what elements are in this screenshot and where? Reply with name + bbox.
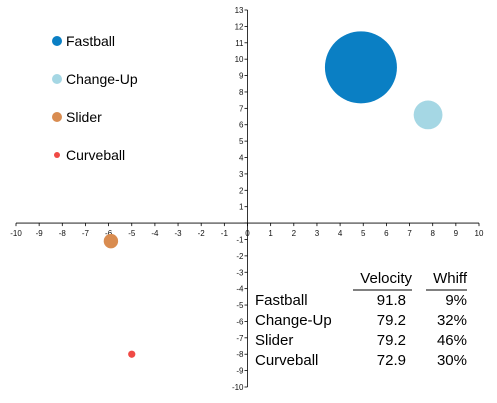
table-cell: 9% (445, 292, 467, 309)
legend-label-fastball: Fastball (66, 33, 115, 49)
x-tick-label: -6 (105, 229, 113, 238)
table-header-velocity: Velocity (360, 270, 412, 287)
y-tick-label: -5 (236, 301, 244, 310)
y-tick-label: 10 (235, 55, 244, 64)
table-cell: 32% (437, 312, 467, 329)
legend-label-change-up: Change-Up (66, 71, 138, 87)
y-tick-label: -1 (236, 235, 244, 244)
y-tick-label: -9 (236, 367, 244, 376)
y-tick-label: 9 (239, 72, 244, 81)
legend-label-curveball: Curveball (66, 147, 125, 163)
bubble-fastball (324, 31, 397, 104)
x-tick-label: -3 (174, 229, 182, 238)
legend-marker-slider (52, 112, 62, 122)
stats-table: Velocity Whiff Fastball 91.8 9% Change-Up 79.2… (255, 270, 468, 369)
y-tick-label: 12 (235, 22, 244, 31)
bubble-change-up (413, 100, 443, 130)
chart-bubbles (103, 31, 443, 358)
y-tick-label: -3 (236, 268, 244, 277)
y-tick-label: 1 (239, 203, 244, 212)
bubble-slider (103, 233, 119, 249)
x-tick-label: -7 (82, 229, 90, 238)
y-tick-label: 8 (239, 88, 244, 97)
y-tick-label: 7 (239, 104, 244, 113)
y-tick-label: 13 (235, 6, 244, 15)
x-tick-label: 2 (292, 229, 297, 238)
x-tick-label: -1 (221, 229, 229, 238)
legend-label-slider: Slider (66, 109, 102, 125)
y-tick-label: -6 (236, 317, 244, 326)
y-tick-label: 4 (239, 154, 244, 163)
table-header-whiff: Whiff (433, 270, 468, 287)
legend-marker-change-up (52, 74, 62, 84)
y-tick-label: -8 (236, 350, 244, 359)
x-tick-label: 9 (454, 229, 459, 238)
table-cell: 91.8 (377, 292, 406, 309)
y-tick-label: -7 (236, 334, 244, 343)
x-tick-label: -8 (59, 229, 67, 238)
chart-legend: Fastball Change-Up Slider Curveball (52, 33, 138, 163)
legend-marker-fastball (52, 36, 62, 46)
x-tick-label: 6 (384, 229, 389, 238)
x-tick-label: 4 (338, 229, 343, 238)
table-cell: 72.9 (377, 352, 406, 369)
x-tick-label: 7 (407, 229, 412, 238)
table-cell: 79.2 (377, 332, 406, 349)
table-cell: 46% (437, 332, 467, 349)
table-cell: 30% (437, 352, 467, 369)
x-tick-label: 8 (430, 229, 435, 238)
y-tick-label: -4 (236, 285, 244, 294)
x-tick-label: 0 (245, 229, 250, 238)
y-tick-label: 3 (239, 170, 244, 179)
y-tick-label: -2 (236, 252, 244, 261)
table-row-label: Fastball (255, 292, 308, 309)
x-tick-label: 10 (475, 229, 484, 238)
x-tick-label: 1 (268, 229, 273, 238)
table-row-label: Change-Up (255, 312, 332, 329)
x-tick-label: -9 (36, 229, 44, 238)
x-tick-label: 3 (315, 229, 320, 238)
table-cell: 79.2 (377, 312, 406, 329)
table-row-label: Curveball (255, 352, 318, 369)
legend-marker-curveball (54, 152, 60, 158)
x-tick-label: -2 (198, 229, 206, 238)
y-tick-label: 2 (239, 186, 244, 195)
chart-axes: -10 -9 -8 -7 -6 -5 -4 -3 -2 -1 0 1 2 3 4 5 6 7 8 9 10-10-9-8… (10, 6, 484, 392)
x-tick-label: -10 (10, 229, 22, 238)
x-tick-label: 5 (361, 229, 366, 238)
y-tick-label: 11 (235, 39, 244, 48)
bubble-curveball (128, 350, 136, 358)
y-tick-label: -10 (232, 383, 244, 392)
y-tick-label: 5 (239, 137, 244, 146)
x-tick-label: -5 (128, 229, 136, 238)
y-tick-label: 6 (239, 121, 244, 130)
table-row-label: Slider (255, 332, 293, 349)
x-tick-label: -4 (151, 229, 159, 238)
